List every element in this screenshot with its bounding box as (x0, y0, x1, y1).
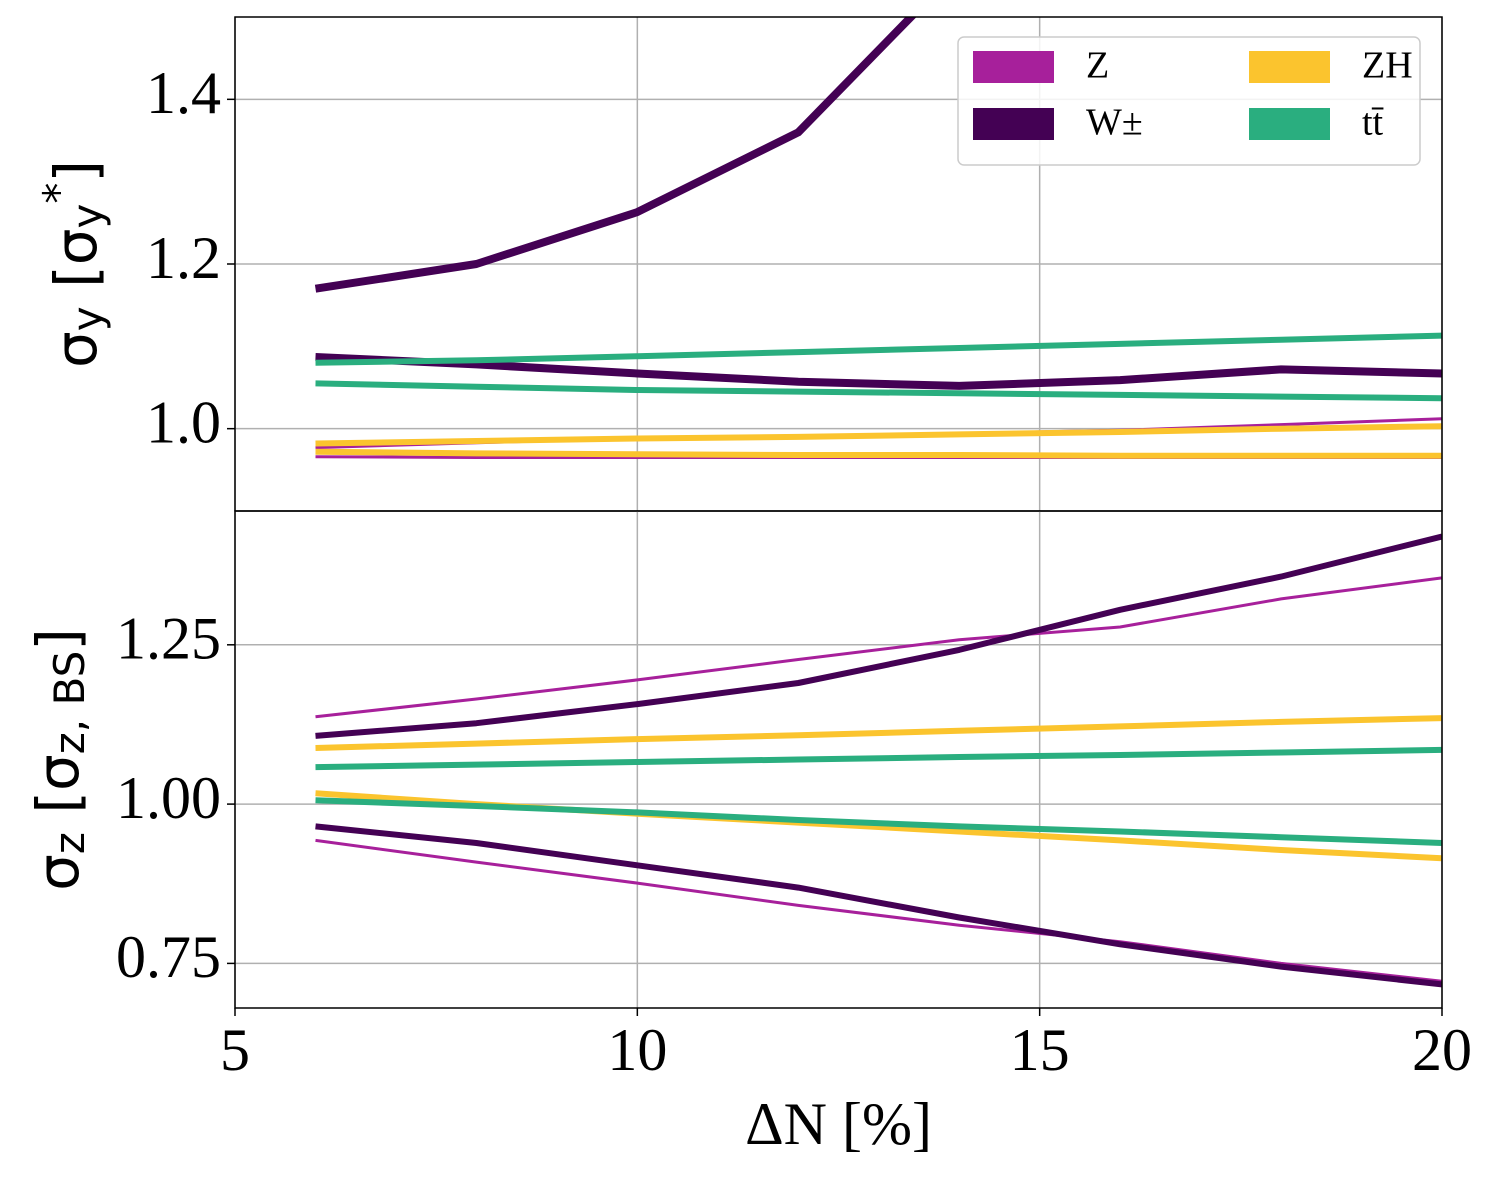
y-axis-label-part: z (45, 832, 94, 854)
y-axis-label-part: [σ (42, 229, 110, 307)
x-tick-label: 20 (1412, 1017, 1472, 1083)
plot-lines (315, 533, 1442, 988)
y-axis-label-part: σ (42, 331, 110, 368)
y-tick-label: 1.2 (146, 225, 221, 291)
plot-lines (314, 17, 1442, 459)
series-line (315, 423, 1442, 447)
y-axis-label-part: ] (24, 628, 92, 651)
x-axis-label: ΔN [%] (745, 1091, 932, 1157)
y-axis-label-part: ] (42, 160, 110, 183)
legend-label: W± (1086, 102, 1143, 144)
series-line (315, 353, 1442, 390)
x-tick-label: 5 (220, 1017, 250, 1083)
series-line (315, 715, 1442, 751)
legend-swatch (1249, 51, 1330, 83)
y-axis-label-part: y (63, 306, 112, 331)
y-tick-label: 1.00 (116, 765, 221, 831)
y-tick-label: 0.75 (116, 924, 221, 990)
legend-label: ZH (1362, 45, 1413, 87)
series-line (315, 533, 1442, 739)
series-line (315, 746, 1442, 771)
series-line (315, 332, 1442, 366)
y-axis-label: σy [σy*] (34, 160, 112, 368)
series-line (314, 17, 917, 293)
legend-swatch (1249, 108, 1330, 140)
series-line (315, 838, 1442, 983)
series-line (315, 380, 1442, 402)
plot-frame (234, 510, 1443, 1009)
x-tick-label: 15 (1010, 1017, 1070, 1083)
series-line (315, 576, 1442, 719)
y-axis-label: σz [σz, BS] (24, 628, 94, 891)
y-tick-label: 1.25 (116, 606, 221, 672)
y-tick-label: 1.0 (146, 389, 221, 455)
series-line (315, 823, 1442, 988)
y-axis-label-part: z, BS (45, 651, 94, 754)
y-axis-label-part: σ (24, 854, 92, 891)
legend-swatch (973, 51, 1054, 83)
y-axis-label-part: * (34, 183, 83, 204)
y-tick-label: 1.4 (146, 60, 221, 126)
legend-label: Z (1086, 45, 1109, 87)
x-tick-label: 10 (607, 1017, 667, 1083)
legend-label: tt̄ (1362, 102, 1384, 144)
series-line (315, 448, 1442, 459)
legend-swatch (973, 108, 1054, 140)
y-axis-label-part: y (63, 204, 112, 229)
y-axis-label-part: [σ (24, 754, 92, 832)
series-line (315, 797, 1442, 846)
